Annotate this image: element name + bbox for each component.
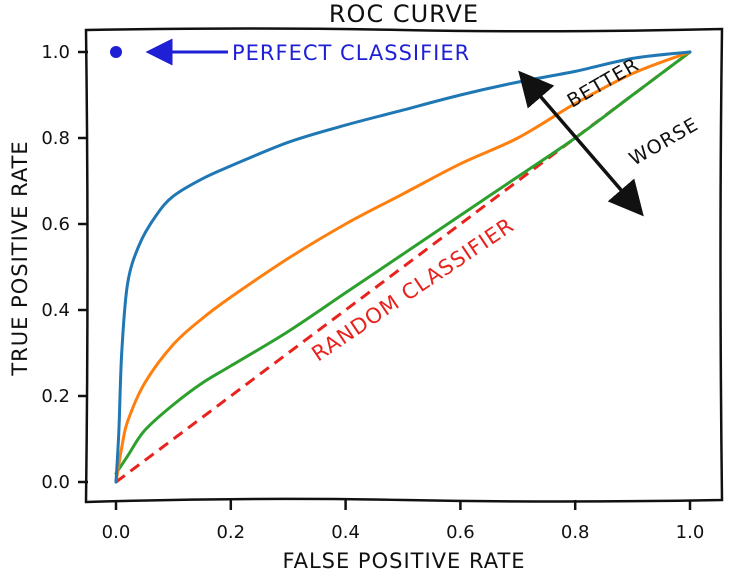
y-tick-label: 0.2 (41, 386, 70, 407)
y-tick-label: 0.4 (41, 300, 70, 321)
y-tick-label: 0.0 (41, 472, 70, 493)
perfect-classifier-label: PERFECT CLASSIFIER (232, 41, 470, 65)
x-tick-label: 0.2 (216, 522, 245, 543)
y-axis-ticks: 0.0 0.2 0.4 0.6 0.8 1.0 (41, 42, 88, 493)
random-classifier-label: RANDOM CLASSIFIER (307, 213, 518, 366)
x-axis-label: FALSE POSITIVE RATE (282, 549, 525, 573)
y-axis-label: TRUE POSITIVE RATE (8, 140, 32, 376)
better-worse-arrow (518, 70, 644, 217)
worse-label: WORSE (626, 113, 703, 170)
x-tick-label: 0.4 (331, 522, 360, 543)
better-label: BETTER (564, 54, 644, 113)
x-axis-ticks: 0.0 0.2 0.4 0.6 0.8 1.0 (102, 500, 705, 543)
x-tick-label: 0.0 (102, 522, 131, 543)
x-tick-label: 1.0 (676, 522, 705, 543)
y-tick-label: 1.0 (41, 42, 70, 63)
plot-frame (84, 27, 724, 504)
x-tick-label: 0.6 (446, 522, 475, 543)
y-tick-label: 0.8 (41, 128, 70, 149)
y-tick-label: 0.6 (41, 214, 70, 235)
series-group (114, 50, 692, 484)
perfect-classifier-point (110, 46, 122, 58)
x-tick-label: 0.8 (561, 522, 590, 543)
chart-title: ROC CURVE (329, 0, 479, 28)
roc-series-line-3 (114, 50, 692, 475)
